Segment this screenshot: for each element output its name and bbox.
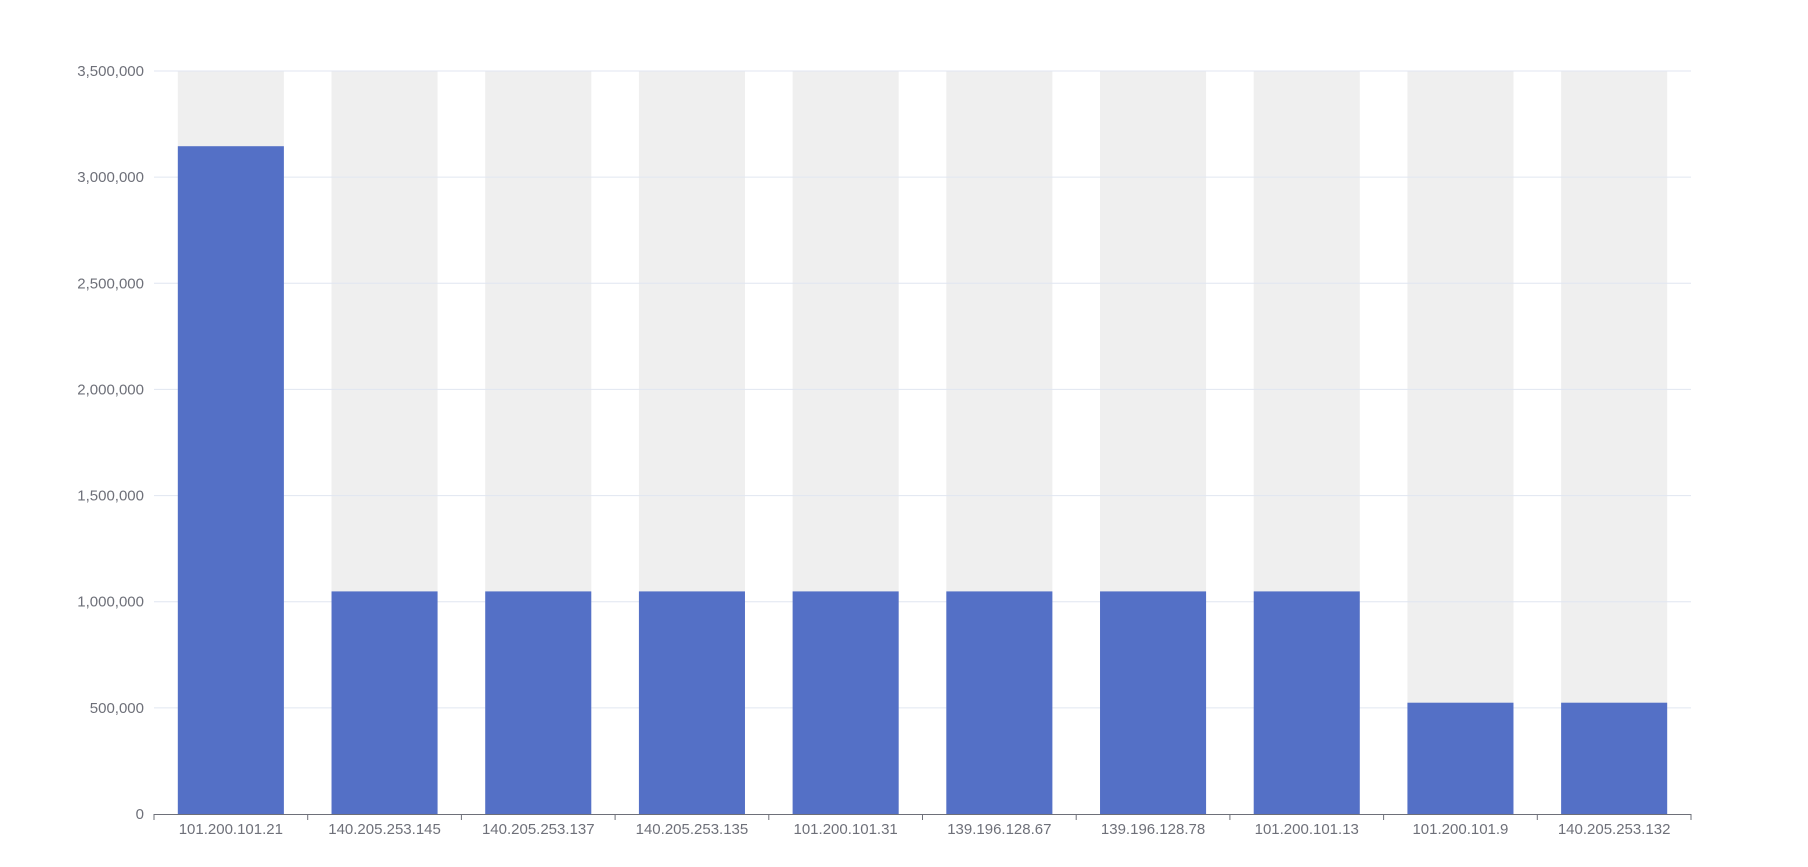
data-bar (485, 591, 592, 814)
y-tick-label: 2,000,000 (77, 381, 144, 398)
x-tick-label: 140.205.253.145 (328, 821, 441, 838)
x-tick-label: 140.205.253.135 (636, 821, 749, 838)
background-bar (1561, 71, 1668, 814)
y-axis-tick-labels: 0 500,000 1,000,000 1,500,000 2,000,000 2,500… (77, 63, 144, 823)
y-tick-label: 1,000,000 (77, 594, 144, 611)
x-tick-label: 101.200.101.31 (794, 821, 898, 838)
y-tick-label: 500,000 (90, 700, 144, 717)
x-tick-label: 139.196.128.67 (947, 821, 1051, 838)
y-tick-label: 3,000,000 (77, 169, 144, 186)
data-bar (1100, 591, 1207, 814)
y-tick-label: 0 (136, 806, 144, 823)
data-bar (177, 146, 284, 814)
data-bar (1407, 702, 1514, 814)
x-tick-label: 139.196.128.78 (1101, 821, 1205, 838)
data-bar (1561, 702, 1668, 814)
y-tick-label: 2,500,000 (77, 275, 144, 292)
data-bar (638, 591, 745, 814)
x-tick-label: 101.200.101.9 (1412, 821, 1508, 838)
y-tick-label: 1,500,000 (77, 488, 144, 505)
x-tick-label: 101.200.101.21 (179, 821, 283, 838)
x-tick-label: 140.205.253.132 (1558, 821, 1671, 838)
y-tick-label: 3,500,000 (77, 63, 144, 80)
x-axis-tick-labels: 101.200.101.21 140.205.253.145 140.205.253… (179, 821, 1671, 838)
data-bar (1253, 591, 1360, 814)
data-bar (792, 591, 899, 814)
data-bar (331, 591, 438, 814)
data-bar (946, 591, 1053, 814)
x-tick-label: 101.200.101.13 (1255, 821, 1359, 838)
data-bars (177, 146, 1668, 814)
x-tick-label: 140.205.253.137 (482, 821, 595, 838)
background-bar (1407, 71, 1514, 814)
axes (153, 814, 1692, 820)
